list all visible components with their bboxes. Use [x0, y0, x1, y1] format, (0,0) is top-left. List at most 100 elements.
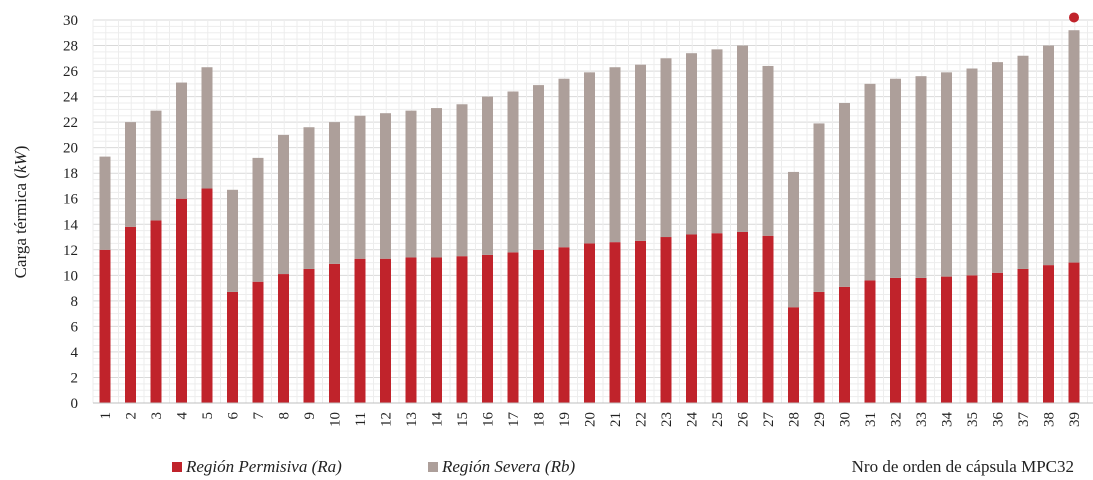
bar-permisiva-32	[890, 277, 901, 403]
y-tick-label: 28	[63, 39, 78, 55]
bar-severa-9	[303, 127, 315, 269]
x-tick-label: 2	[124, 412, 140, 420]
bar-permisiva-28	[788, 307, 799, 403]
x-tick-label: 18	[532, 412, 548, 427]
bar-severa-29	[813, 123, 825, 292]
x-tick-label: 26	[736, 412, 752, 428]
bar-permisiva-8	[278, 274, 289, 403]
bar-severa-32	[890, 78, 901, 278]
x-tick-label: 13	[404, 412, 420, 427]
bar-permisiva-21	[609, 242, 621, 403]
bar-permisiva-23	[660, 237, 672, 403]
bar-severa-7	[252, 157, 264, 282]
bar-severa-10	[329, 122, 340, 264]
bar-permisiva-25	[711, 233, 723, 403]
bar-permisiva-29	[813, 291, 825, 403]
legend-swatch-permisiva	[172, 462, 182, 472]
x-tick-label: 27	[761, 412, 777, 428]
bar-severa-14	[431, 108, 442, 258]
bar-severa-25	[711, 49, 723, 234]
y-tick-label: 30	[63, 13, 78, 29]
x-tick-label: 3	[149, 412, 165, 420]
bar-permisiva-34	[941, 276, 952, 403]
x-axis-label: Nro de orden de cápsula MPC32	[852, 457, 1074, 476]
legend: Región Permisiva (Ra) Región Severa (Rb)	[172, 457, 575, 476]
y-axis-label: Carga térmica (kW)	[11, 146, 30, 279]
bar-severa-4	[176, 82, 187, 199]
bar-permisiva-20	[584, 243, 595, 403]
bar-severa-30	[839, 102, 850, 287]
x-tick-label: 12	[379, 412, 395, 427]
x-tick-label: 14	[430, 412, 446, 428]
x-tick-label: 38	[1042, 412, 1058, 427]
x-tick-label: 8	[277, 412, 293, 420]
x-tick-label: 4	[175, 412, 191, 420]
bar-severa-35	[966, 68, 978, 276]
x-tick-label: 7	[251, 412, 267, 420]
bar-permisiva-22	[635, 240, 646, 403]
bar-severa-6	[227, 189, 238, 292]
x-tick-label: 15	[455, 412, 471, 427]
y-tick-label: 12	[63, 243, 78, 259]
x-tick-label: 39	[1067, 412, 1083, 427]
x-tick-label: 22	[634, 412, 650, 427]
bar-permisiva-17	[507, 252, 519, 403]
bar-permisiva-5	[201, 188, 213, 403]
bar-permisiva-39	[1068, 262, 1080, 403]
bar-permisiva-13	[405, 257, 417, 403]
bar-severa-24	[686, 53, 697, 235]
x-tick-label: 35	[965, 412, 981, 427]
x-tick-label: 16	[481, 412, 497, 428]
bar-permisiva-18	[533, 249, 544, 403]
bar-permisiva-26	[737, 231, 748, 403]
bar-severa-28	[788, 171, 799, 308]
y-tick-label: 4	[71, 345, 79, 361]
bar-severa-18	[533, 85, 544, 250]
bar-severa-34	[941, 72, 952, 277]
bar-permisiva-19	[558, 247, 570, 403]
y-tick-label: 8	[71, 294, 79, 310]
bar-permisiva-36	[992, 272, 1003, 403]
y-tick-label: 20	[63, 141, 78, 157]
bar-permisiva-7	[252, 281, 264, 403]
bar-severa-21	[609, 67, 621, 243]
x-tick-label: 33	[914, 412, 930, 427]
y-tick-label: 14	[63, 217, 79, 233]
bar-permisiva-31	[864, 280, 876, 403]
bar-severa-39	[1068, 30, 1080, 263]
bar-severa-20	[584, 72, 595, 244]
x-tick-label: 5	[200, 412, 216, 420]
y-tick-label: 18	[63, 166, 78, 182]
bar-severa-19	[558, 78, 570, 248]
bar-permisiva-24	[686, 234, 697, 403]
bar-severa-27	[762, 65, 774, 236]
x-tick-label: 17	[506, 412, 522, 428]
bar-severa-5	[201, 67, 213, 189]
bar-severa-15	[456, 104, 468, 257]
bar-permisiva-15	[456, 256, 468, 403]
x-tick-label: 9	[302, 412, 318, 420]
bar-severa-36	[992, 62, 1003, 273]
bar-permisiva-2	[125, 226, 136, 403]
bar-severa-23	[660, 58, 672, 238]
bar-permisiva-35	[966, 275, 978, 403]
bar-permisiva-12	[380, 258, 391, 403]
bar-permisiva-6	[227, 291, 238, 403]
y-tick-label: 6	[71, 319, 79, 335]
bar-permisiva-3	[150, 220, 162, 403]
x-tick-label: 28	[787, 412, 803, 427]
x-tick-label: 36	[991, 412, 1007, 428]
bar-severa-11	[354, 115, 366, 259]
x-tick-label: 6	[226, 412, 242, 420]
x-tick-label: 25	[710, 412, 726, 427]
x-tick-label: 10	[328, 412, 344, 427]
x-tick-label: 21	[608, 412, 624, 427]
x-tick-label: 29	[812, 412, 828, 427]
bar-permisiva-27	[762, 235, 774, 403]
bar-severa-22	[635, 64, 646, 241]
bar-permisiva-38	[1043, 265, 1054, 403]
bar-severa-16	[482, 96, 493, 255]
x-tick-label: 32	[889, 412, 905, 427]
